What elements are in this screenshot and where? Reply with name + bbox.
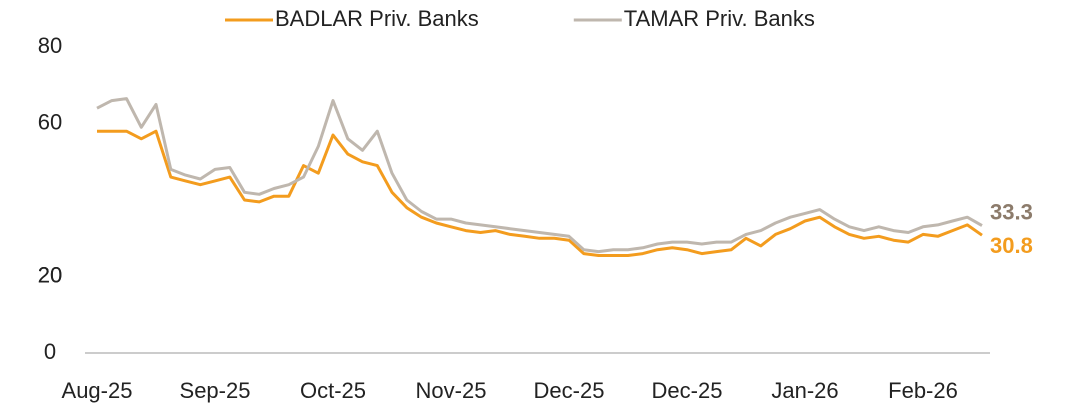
end-label: 33.3: [990, 199, 1033, 224]
x-tick-label: Feb-26: [888, 378, 958, 403]
x-tick-label: Dec-25: [652, 378, 723, 403]
y-tick-label: 20: [38, 262, 62, 287]
y-tick-label: 0: [44, 339, 56, 364]
series-line: [97, 129, 983, 257]
legend-label: BADLAR Priv. Banks: [275, 6, 479, 31]
y-tick-label: 60: [38, 109, 62, 134]
x-tick-label: Dec-25: [534, 378, 605, 403]
legend-label: TAMAR Priv. Banks: [624, 6, 815, 31]
y-tick-label: 20: [38, 262, 62, 287]
y-tick-label: 80: [38, 33, 62, 58]
x-tick-label: Nov-25: [416, 378, 487, 403]
end-label: 30.8: [990, 233, 1033, 258]
series-line: [96, 97, 983, 254]
x-tick-label: Oct-25: [300, 378, 366, 403]
x-tick-label: Sep-25: [180, 378, 251, 403]
x-tick-label: Aug-25: [62, 378, 133, 403]
x-tick-label: Jan-26: [771, 378, 838, 403]
